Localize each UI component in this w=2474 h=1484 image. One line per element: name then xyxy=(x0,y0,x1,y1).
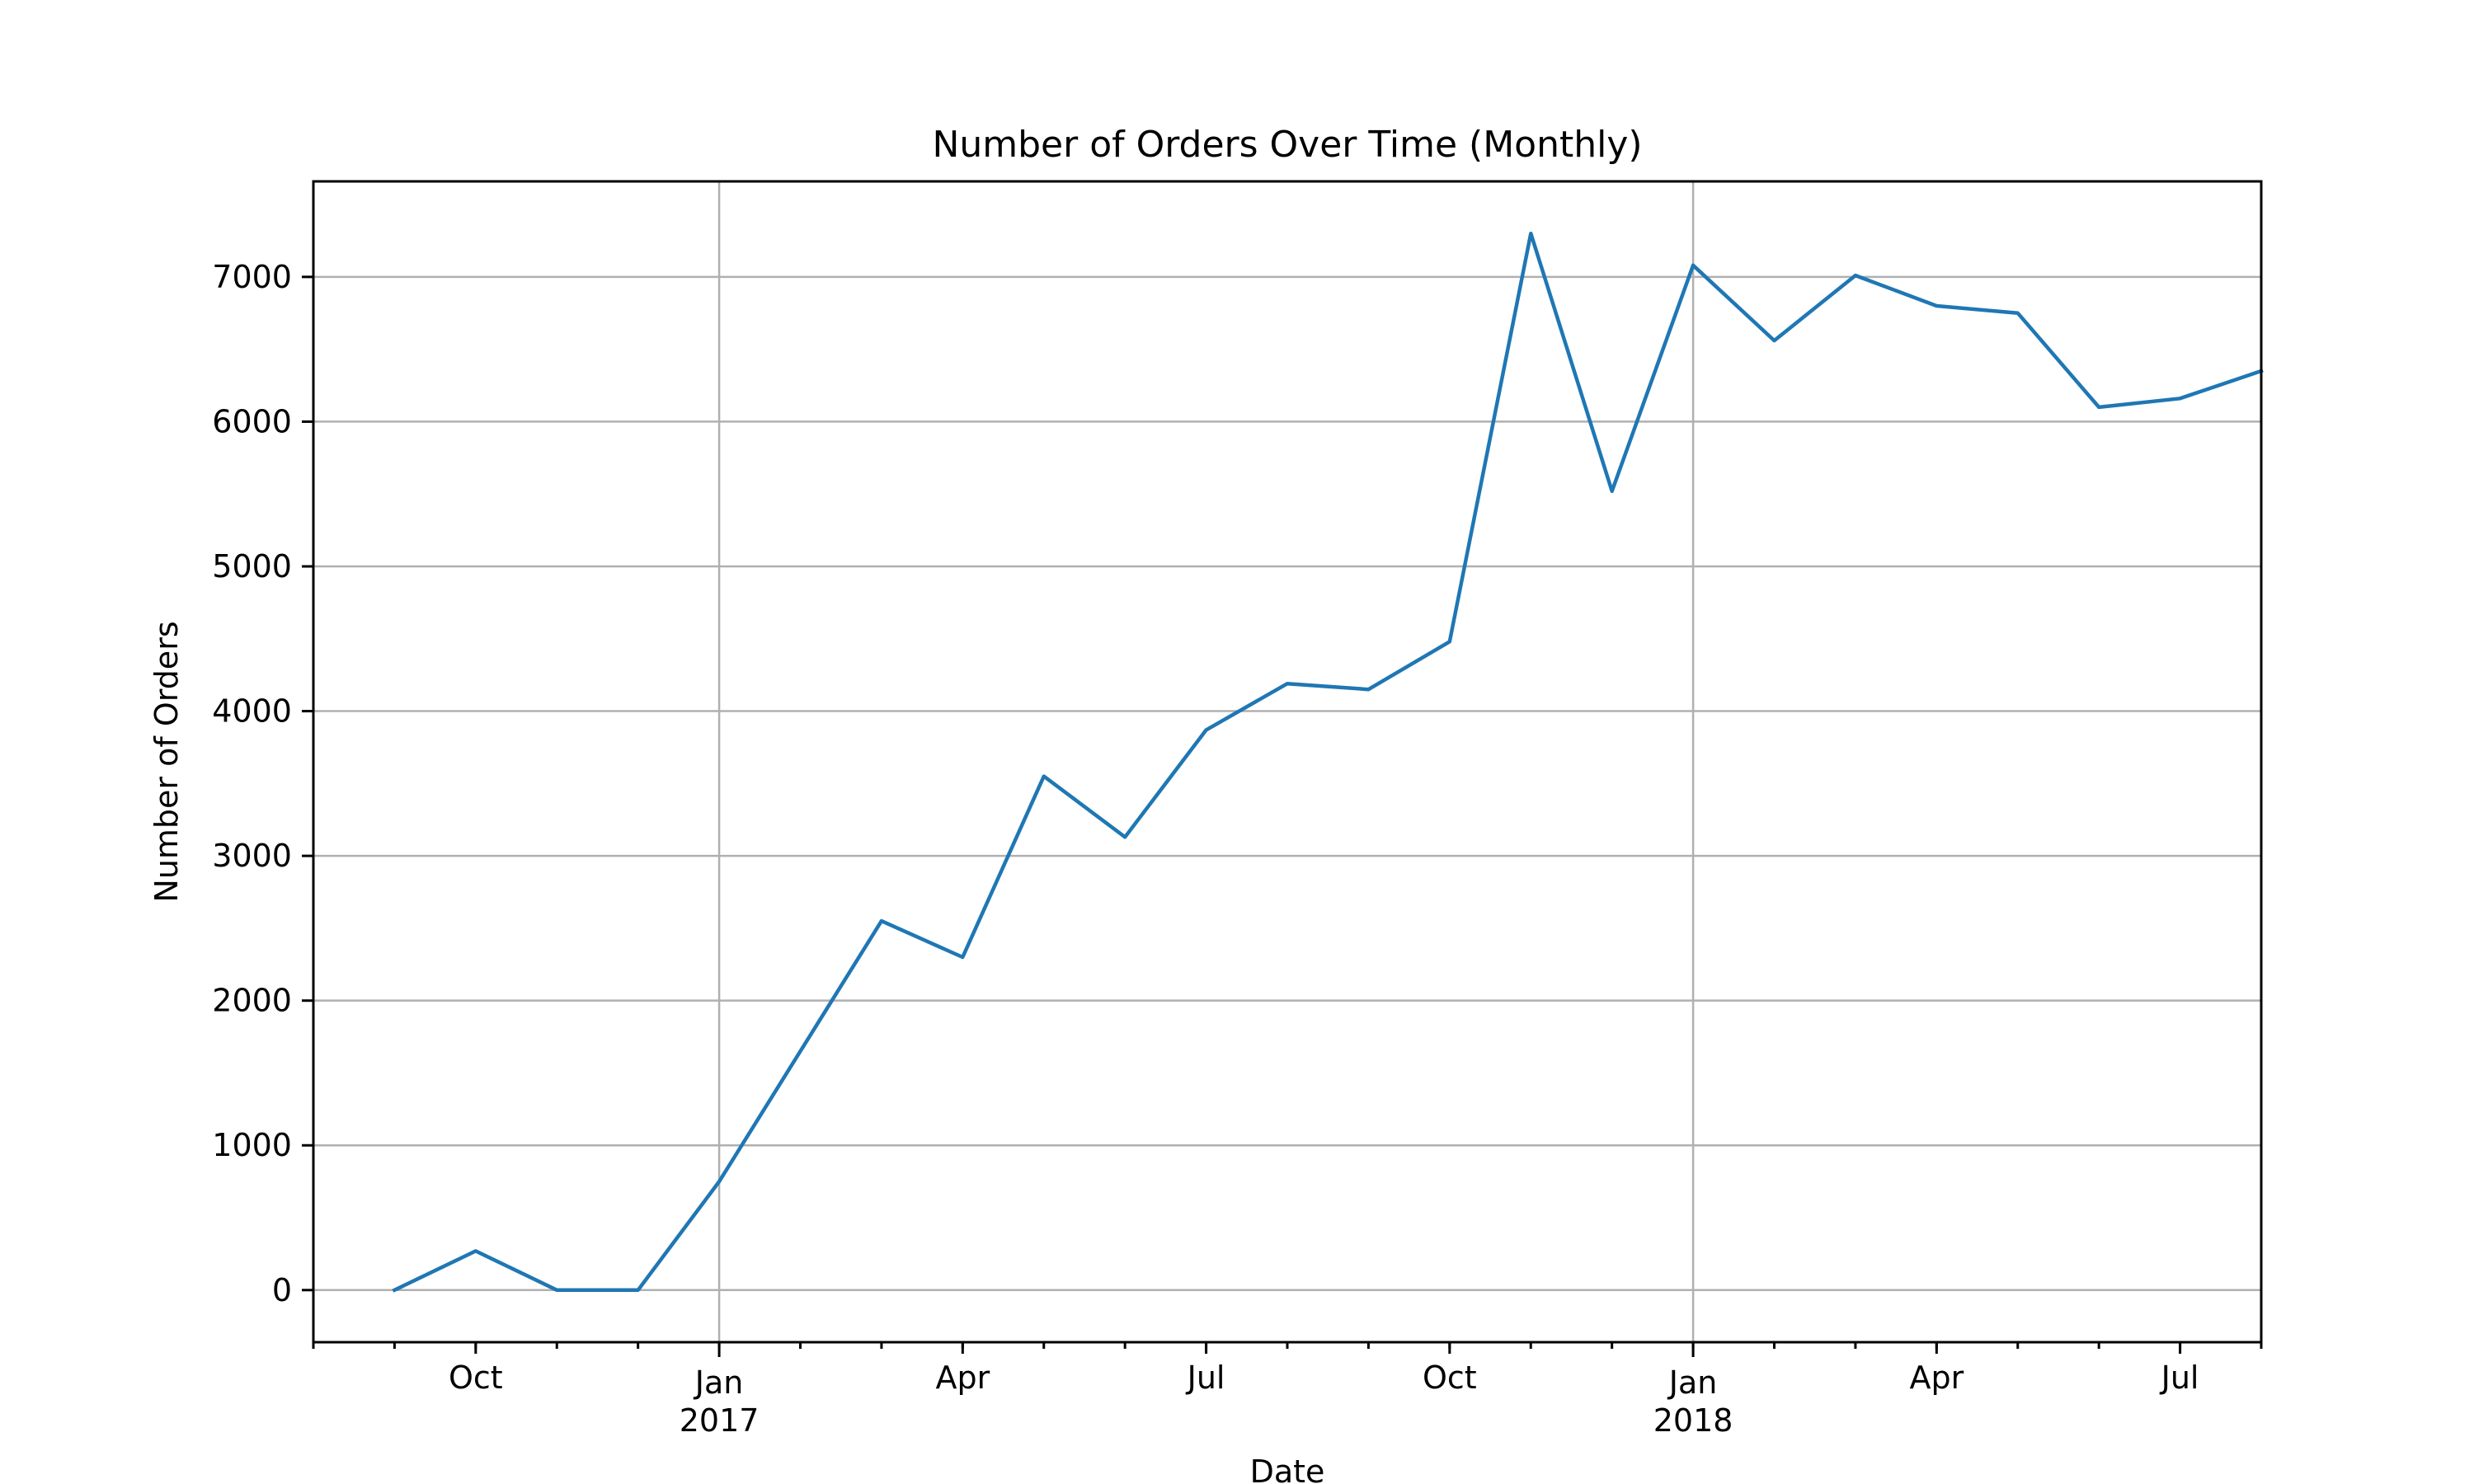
y-tick-label: 0 xyxy=(272,1272,292,1308)
y-tick-label: 5000 xyxy=(212,548,292,585)
x-tick-label: Oct xyxy=(449,1360,503,1396)
x-tick-label: Jan xyxy=(694,1364,744,1401)
x-tick-label: Apr xyxy=(935,1360,990,1396)
y-axis-label: Number of Orders xyxy=(148,621,185,902)
y-tick-label: 4000 xyxy=(212,693,292,730)
x-tick-label: Apr xyxy=(1909,1360,1964,1396)
x-axis-label: Date xyxy=(1250,1453,1325,1484)
x-tick-label: Jan xyxy=(1667,1364,1718,1401)
grid-lines xyxy=(313,181,2261,1342)
y-tick-label: 2000 xyxy=(212,983,292,1019)
y-tick-label: 6000 xyxy=(212,403,292,439)
x-tick-label: Jul xyxy=(2160,1360,2199,1396)
chart-title: Number of Orders Over Time (Monthly) xyxy=(932,124,1642,166)
y-axis-ticks: 0 1000 2000 3000 4000 5000 6000 7000 xyxy=(212,259,313,1308)
x-tick-label: Oct xyxy=(1423,1360,1477,1396)
x-tick-year-label: 2017 xyxy=(680,1402,760,1439)
x-tick-label: Jul xyxy=(1186,1360,1225,1396)
y-tick-label: 3000 xyxy=(212,838,292,874)
series-layer xyxy=(392,231,2264,1293)
plot-frame xyxy=(312,180,2263,1344)
y-tick-label: 1000 xyxy=(212,1127,292,1163)
series-line-0 xyxy=(392,231,2264,1293)
x-tick-year-label: 2018 xyxy=(1653,1402,1733,1439)
y-tick-label: 7000 xyxy=(212,259,292,295)
